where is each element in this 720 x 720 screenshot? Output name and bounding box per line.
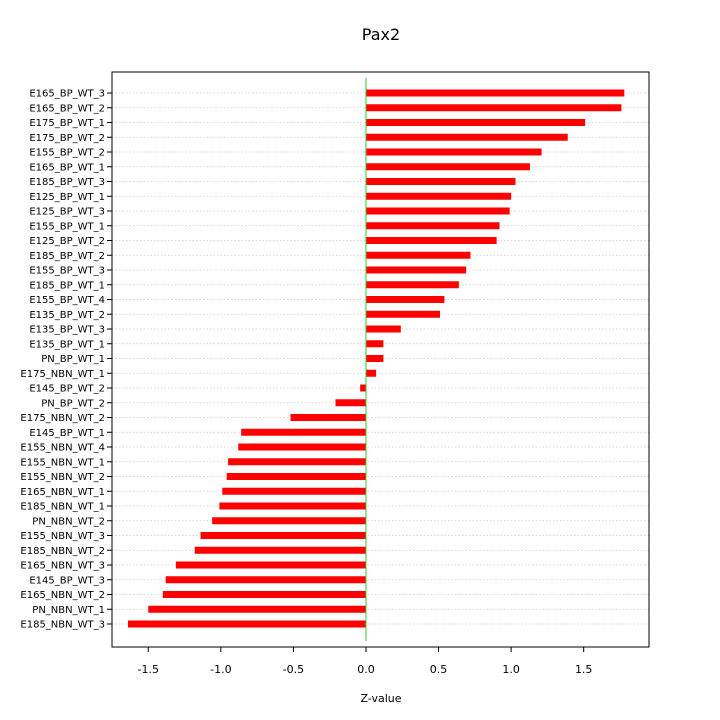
- bar-E185_NBN_WT_1: [219, 502, 366, 510]
- y-tick-label: E175_NBN_WT_1: [20, 369, 105, 380]
- y-tick-label: E155_NBN_WT_1: [20, 457, 105, 468]
- bar-E135_BP_WT_3: [365, 325, 401, 333]
- bar-E135_BP_WT_1: [365, 340, 384, 348]
- bar-E185_NBN_WT_3: [127, 620, 366, 628]
- bar-E125_BP_WT_3: [365, 207, 510, 215]
- chart-title: Pax2: [362, 25, 400, 44]
- y-tick-label: E155_BP_WT_3: [29, 266, 105, 277]
- y-tick-label: E145_BP_WT_3: [29, 575, 105, 586]
- y-tick-label: E135_BP_WT_1: [29, 339, 105, 350]
- y-tick-label: E165_NBN_WT_3: [20, 561, 105, 572]
- y-tick-label: E175_BP_WT_2: [29, 133, 105, 144]
- y-tick-label: E165_BP_WT_3: [29, 89, 105, 100]
- bar-E155_BP_WT_2: [365, 148, 542, 156]
- x-axis-label: Z-value: [360, 692, 401, 705]
- plot-frame: [111, 71, 650, 648]
- y-tick-label: E165_NBN_WT_1: [20, 487, 105, 498]
- y-tick-label: E155_BP_WT_1: [29, 221, 105, 232]
- bar-PN_BP_WT_1: [365, 355, 384, 362]
- bar-E175_NBN_WT_1: [365, 369, 377, 377]
- y-tick-label: E185_NBN_WT_1: [20, 502, 105, 513]
- y-tick-label: E125_BP_WT_1: [29, 192, 105, 203]
- y-tick-label: E155_NBN_WT_2: [20, 472, 105, 483]
- y-tick-label: E155_NBN_WT_4: [20, 443, 105, 454]
- y-tick-label: E135_BP_WT_3: [29, 325, 105, 336]
- bar-E155_NBN_WT_1: [228, 458, 366, 466]
- bar-E145_BP_WT_1: [241, 428, 366, 436]
- bar-E165_NBN_WT_3: [175, 561, 366, 569]
- bar-PN_NBN_WT_2: [212, 517, 366, 525]
- bar-E155_NBN_WT_2: [226, 473, 366, 480]
- y-tick-label: E165_BP_WT_2: [29, 103, 105, 114]
- x-tick-label: -0.5: [283, 663, 304, 676]
- x-tick-label: 1.5: [575, 663, 593, 676]
- x-tick-label: -1.5: [138, 663, 159, 676]
- bar-E145_BP_WT_3: [165, 576, 366, 584]
- y-tick-label: E185_NBN_WT_3: [20, 620, 105, 631]
- y-tick-label: E155_BP_WT_4: [29, 295, 105, 306]
- bar-PN_NBN_WT_1: [148, 605, 366, 613]
- y-tick-label: E175_BP_WT_1: [29, 118, 105, 129]
- bar-E185_BP_WT_3: [365, 178, 516, 185]
- y-tick-label: E185_NBN_WT_2: [20, 546, 105, 557]
- bar-E175_BP_WT_1: [365, 119, 586, 126]
- bar-E165_BP_WT_2: [365, 104, 622, 112]
- y-tick-label: E165_BP_WT_1: [29, 162, 105, 173]
- bar-E175_NBN_WT_2: [290, 414, 366, 421]
- y-tick-label: PN_NBN_WT_2: [32, 516, 105, 527]
- bar-E165_BP_WT_1: [365, 163, 530, 171]
- y-tick-label: E185_BP_WT_1: [29, 280, 105, 291]
- y-tick-label: PN_BP_WT_1: [41, 354, 105, 365]
- y-tick-label: E145_BP_WT_2: [29, 384, 105, 395]
- x-tick-label: 1.0: [502, 663, 520, 676]
- y-tick-label: E155_NBN_WT_3: [20, 531, 105, 542]
- y-tick-label: E165_NBN_WT_2: [20, 590, 105, 601]
- bar-E185_BP_WT_1: [365, 281, 459, 289]
- bar-E155_BP_WT_1: [365, 222, 500, 230]
- x-tick-label: 0.0: [357, 663, 375, 676]
- bar-E175_BP_WT_2: [365, 133, 568, 141]
- bar-E155_NBN_WT_3: [200, 532, 366, 539]
- y-tick-label: E175_NBN_WT_2: [20, 413, 105, 424]
- y-tick-label: E155_BP_WT_2: [29, 148, 105, 159]
- bar-E185_BP_WT_2: [365, 251, 471, 259]
- y-tick-label: E185_BP_WT_2: [29, 251, 105, 262]
- y-tick-label: E135_BP_WT_2: [29, 310, 105, 321]
- y-tick-label: E125_BP_WT_3: [29, 207, 105, 218]
- bar-E155_BP_WT_4: [365, 296, 445, 303]
- bar-E125_BP_WT_1: [365, 192, 512, 200]
- bar-E125_BP_WT_2: [365, 237, 497, 244]
- bar-E155_BP_WT_3: [365, 266, 467, 274]
- x-tick-label: 0.5: [430, 663, 448, 676]
- y-tick-label: PN_BP_WT_2: [41, 398, 105, 409]
- bar-E165_BP_WT_3: [365, 89, 625, 97]
- x-tick-label: -1.0: [210, 663, 231, 676]
- y-tick-label: PN_NBN_WT_1: [32, 605, 105, 616]
- bar-E185_NBN_WT_2: [194, 546, 366, 554]
- bar-E135_BP_WT_2: [365, 310, 441, 318]
- bar-PN_BP_WT_2: [335, 399, 366, 407]
- bar-E155_NBN_WT_4: [238, 443, 366, 451]
- y-tick-label: E125_BP_WT_2: [29, 236, 105, 247]
- bar-E165_NBN_WT_2: [162, 591, 366, 598]
- y-tick-label: E185_BP_WT_3: [29, 177, 105, 188]
- bar-E165_NBN_WT_1: [222, 487, 366, 495]
- bar-E145_BP_WT_2: [360, 384, 366, 392]
- y-tick-label: E145_BP_WT_1: [29, 428, 105, 439]
